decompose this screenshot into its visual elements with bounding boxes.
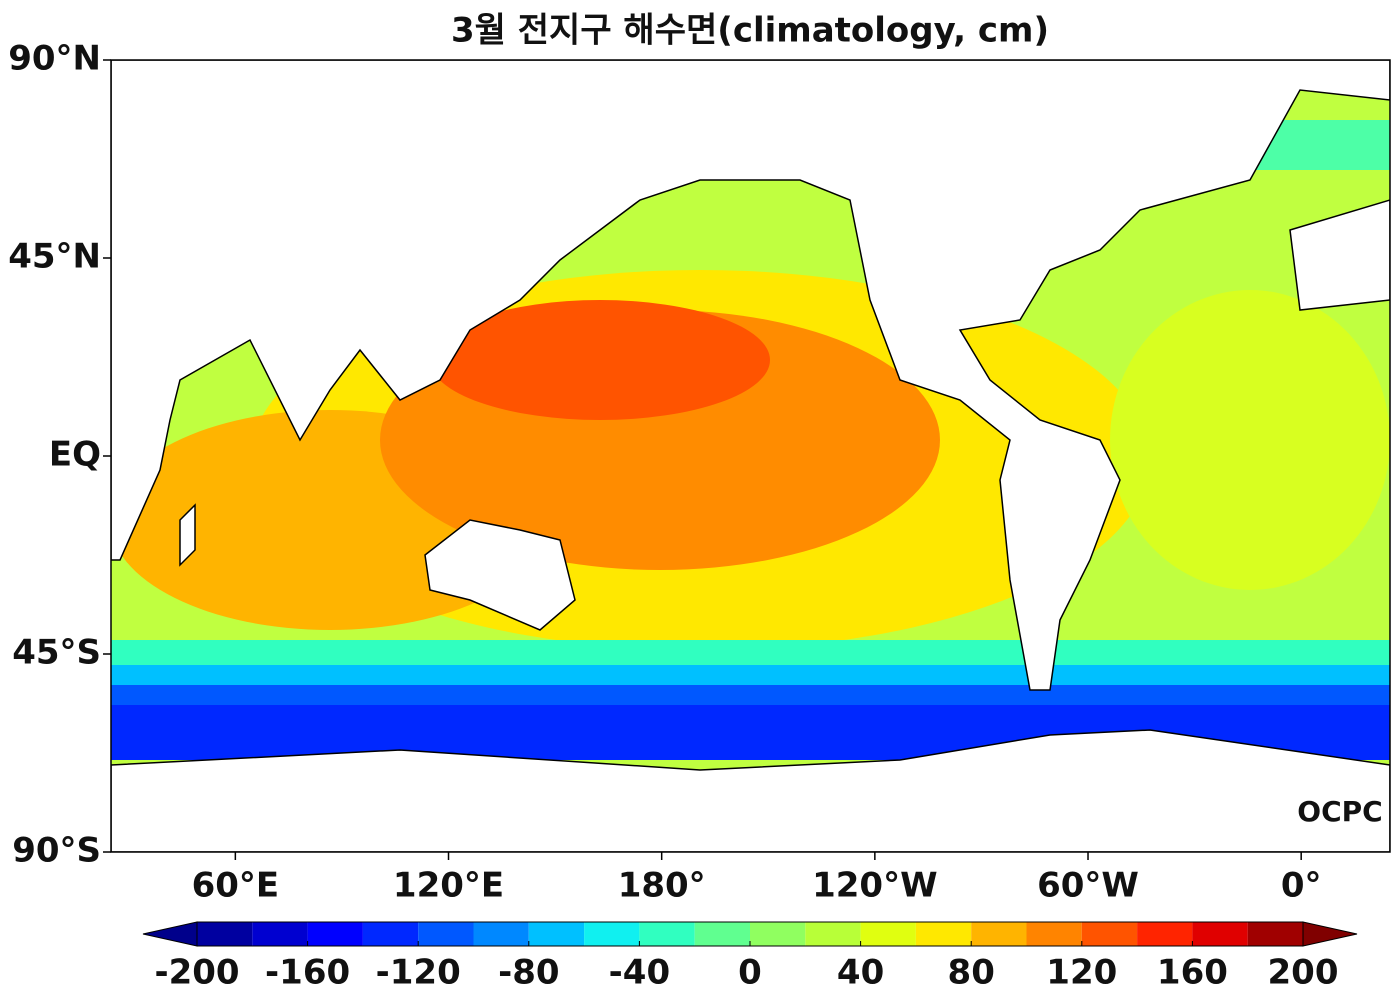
- watermark: OCPC: [1297, 795, 1382, 828]
- colorbar-tick-label: -120: [376, 953, 461, 993]
- colorbar-segment: [971, 922, 1027, 946]
- x-tick-label: 120°W: [812, 866, 937, 906]
- y-tick-label: 45°N: [8, 237, 101, 277]
- x-tick-label: 60°E: [192, 866, 280, 906]
- colorbar-segment: [1081, 922, 1138, 946]
- x-tick-label: 60°W: [1037, 866, 1139, 906]
- colorbar-segment: [584, 922, 640, 946]
- colorbar-tick-label: -160: [265, 953, 350, 993]
- colorbar-extend-high: [1302, 921, 1358, 947]
- colorbar-tick-label: 200: [1268, 953, 1339, 993]
- colorbar-segment: [860, 922, 916, 946]
- colorbar-tick-label: 80: [948, 953, 995, 993]
- colorbar-segment: [418, 922, 474, 946]
- colorbar-tick-label: -200: [154, 953, 239, 993]
- colorbar-segment: [1137, 922, 1193, 946]
- colorbar-segment: [473, 922, 529, 946]
- sea-level-area: [1110, 290, 1390, 590]
- sea-level-area: [111, 640, 1390, 665]
- colorbar-segment: [1026, 922, 1082, 946]
- y-tick-label: EQ: [49, 435, 101, 475]
- chart-title: 3월 전지구 해수면(climatology, cm): [451, 11, 1049, 51]
- sea-level-area: [111, 665, 1390, 685]
- y-tick-label: 45°S: [12, 633, 101, 673]
- sea-level-area: [430, 300, 770, 420]
- colorbar-segment: [915, 922, 972, 946]
- y-tick-label: 90°N: [8, 39, 101, 79]
- continents: [179, 503, 196, 567]
- colorbar-segment: [197, 922, 253, 946]
- colorbar-tick-label: -40: [609, 953, 670, 993]
- x-tick-label: 120°E: [393, 866, 504, 906]
- colorbar-segment: [1247, 922, 1303, 946]
- y-tick-label: 90°S: [12, 831, 101, 871]
- continents: [1289, 199, 1390, 311]
- sea-level-area: [111, 685, 1390, 705]
- colorbar-extend-low: [142, 921, 198, 947]
- map: [111, 60, 1390, 852]
- colorbar-tick-label: 160: [1157, 953, 1228, 993]
- colorbar-tick-label: 0: [738, 953, 762, 993]
- colorbar-segment: [750, 922, 806, 946]
- colorbar-segment: [639, 922, 695, 946]
- colorbar-segment: [252, 922, 308, 946]
- x-tick-label: 180°: [618, 866, 706, 906]
- continents: [111, 729, 1390, 852]
- colorbar-tick-label: 120: [1046, 953, 1117, 993]
- continents: [111, 60, 1390, 691]
- colorbar-segment: [805, 922, 861, 946]
- colorbar-segment: [307, 922, 363, 946]
- colorbar-segment: [362, 922, 419, 946]
- colorbar-segment: [694, 922, 750, 946]
- x-tick-label: 0°: [1281, 866, 1322, 906]
- colorbar-segment: [528, 922, 585, 946]
- continents: [424, 519, 576, 631]
- colorbar-tick-label: 40: [837, 953, 884, 993]
- colorbar-tick-label: -80: [498, 953, 559, 993]
- colorbar-segment: [1192, 922, 1248, 946]
